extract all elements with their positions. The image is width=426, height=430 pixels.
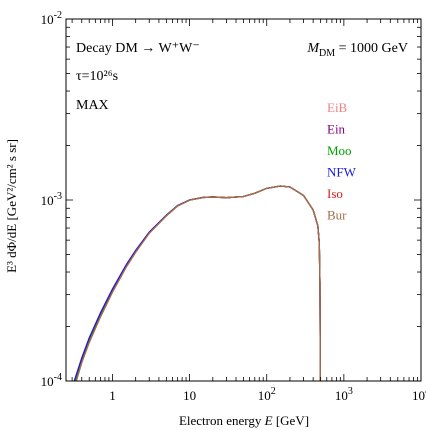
x-tick-label: 102 xyxy=(258,386,276,403)
legend-entry-iso: Iso xyxy=(327,186,343,201)
x-tick-label: 1 xyxy=(109,388,116,403)
series-line-nfw xyxy=(73,185,321,381)
series-curves xyxy=(73,185,321,381)
y-axis-label: E³ dΦ/dE [GeV²/cm² s sr] xyxy=(4,139,19,273)
x-axis-label-text: Electron energy xyxy=(179,413,262,428)
axis-ticks xyxy=(66,18,422,382)
x-axis-label: Electron energy E [GeV] xyxy=(179,413,309,428)
y-tick-label: 10-4 xyxy=(41,372,62,389)
legend: EiB Ein Moo NFW Iso Bur xyxy=(327,100,357,223)
x-axis-label-unit: [GeV] xyxy=(276,413,309,428)
annotation-lifetime: τ=10²⁶s xyxy=(76,69,118,84)
series-line-bur xyxy=(75,185,321,381)
x-tick-label: 10 xyxy=(183,388,196,403)
series-line-ein xyxy=(74,185,321,381)
legend-entry-nfw: NFW xyxy=(327,165,357,180)
legend-entry-moo: Moo xyxy=(327,143,352,158)
x-tick-label: 103 xyxy=(335,386,353,403)
y-tick-label: 10-2 xyxy=(41,10,62,27)
x-axis-label-symbol: E xyxy=(264,413,273,428)
legend-entry-ein: Ein xyxy=(327,122,346,137)
plot-frame xyxy=(65,18,422,382)
annotation-mode: MAX xyxy=(76,98,109,113)
x-tick-label: 104 xyxy=(412,386,426,403)
series-line-eib xyxy=(74,185,321,381)
series-line-moo xyxy=(74,185,321,381)
annotation-mass: MDM = 1000 GeV xyxy=(306,41,408,59)
annotation-process: Decay DM → W⁺W⁻ xyxy=(76,41,200,56)
y-tick-label: 10-3 xyxy=(41,191,62,208)
series-line-iso xyxy=(75,185,321,381)
legend-entry-eib: EiB xyxy=(327,100,348,115)
legend-entry-bur: Bur xyxy=(327,208,347,223)
